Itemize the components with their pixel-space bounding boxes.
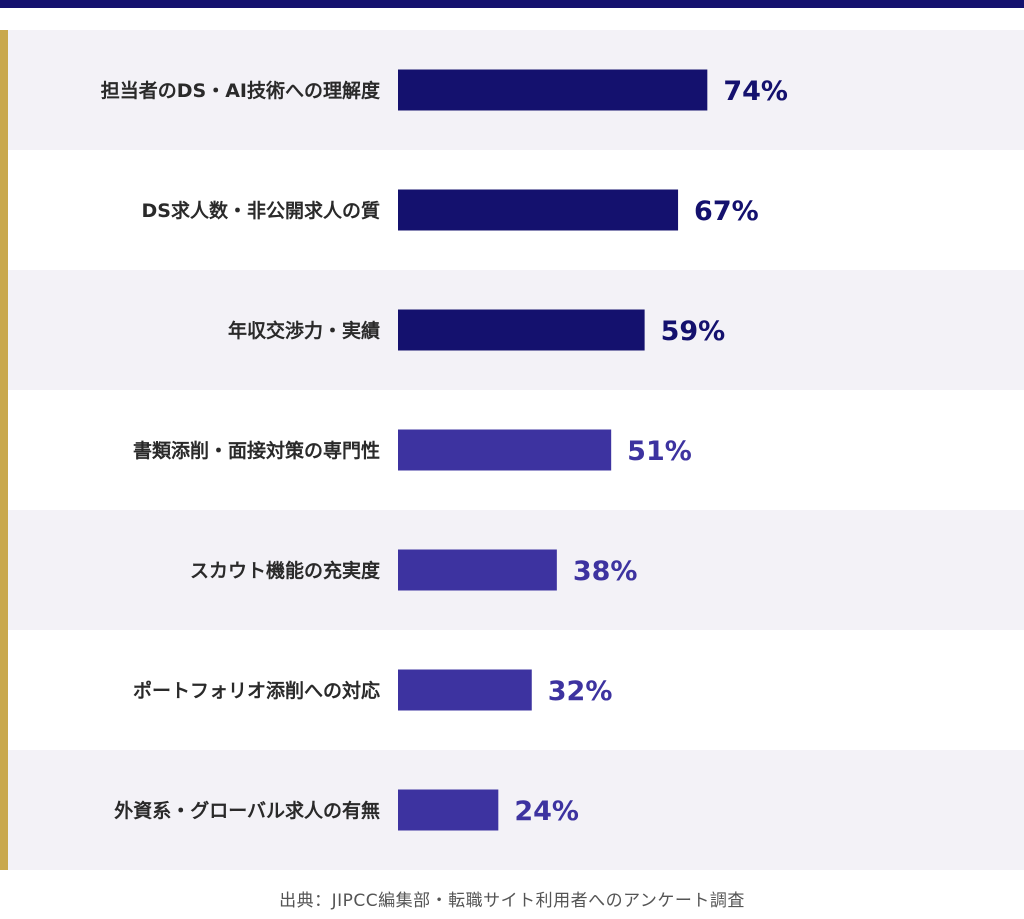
- category-label: ポートフォリオ添削への対応: [133, 679, 380, 702]
- source-note: 出典：JIPCC編集部・転職サイト利用者へのアンケート調査: [279, 891, 745, 911]
- value-label: 38%: [573, 556, 638, 587]
- row-background: [8, 750, 1024, 870]
- top-rule: [0, 0, 1024, 8]
- category-label: 書類添削・面接対策の専門性: [133, 439, 380, 462]
- accent-bar: [0, 30, 8, 870]
- value-label: 59%: [661, 316, 726, 347]
- bar: [398, 429, 612, 471]
- category-label: 担当者のDS・AI技術への理解度: [101, 79, 381, 102]
- value-label: 51%: [627, 436, 692, 467]
- value-label: 74%: [723, 76, 788, 107]
- value-label: 32%: [548, 676, 613, 707]
- value-label: 67%: [694, 196, 759, 227]
- value-label: 24%: [514, 796, 579, 827]
- bar-chart: 担当者のDS・AI技術への理解度 74% DS求人数・非公開求人の質 67% 年収交渉力…: [8, 30, 1024, 870]
- bar: [398, 189, 679, 231]
- category-label: 外資系・グローバル求人の有無: [114, 799, 380, 822]
- bar: [398, 669, 532, 711]
- category-label: 年収交渉力・実績: [228, 319, 380, 342]
- bar: [398, 789, 499, 831]
- bar: [398, 549, 557, 591]
- bar: [398, 309, 645, 351]
- bar: [398, 69, 708, 111]
- category-label: スカウト機能の充実度: [190, 559, 381, 582]
- category-label: DS求人数・非公開求人の質: [142, 199, 380, 222]
